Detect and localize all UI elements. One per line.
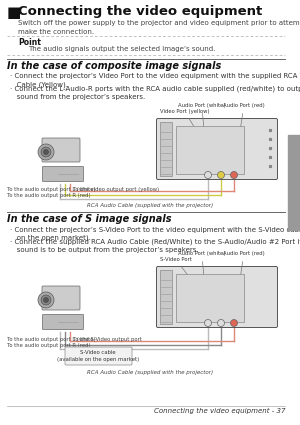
FancyBboxPatch shape	[42, 286, 80, 310]
Text: The audio signals output the selected image’s sound.: The audio signals output the selected im…	[28, 46, 215, 52]
Text: RCA Audio Cable (supplied with the projector): RCA Audio Cable (supplied with the proje…	[87, 203, 213, 208]
Text: In the case of S image signals: In the case of S image signals	[7, 214, 172, 224]
Text: RCA Audio Cable (supplied with the projector): RCA Audio Cable (supplied with the proje…	[87, 370, 213, 375]
Circle shape	[205, 172, 212, 178]
Text: To the audio output port R (red): To the audio output port R (red)	[7, 193, 91, 198]
Text: · Connect the L-Audio-R ports with the RCA audio cable supplied (red/white) to o: · Connect the L-Audio-R ports with the R…	[10, 85, 300, 99]
Text: Point: Point	[18, 38, 41, 47]
Text: Connecting the video equipment: Connecting the video equipment	[18, 5, 262, 18]
Circle shape	[218, 172, 224, 178]
Text: Video Port (yellow): Video Port (yellow)	[160, 109, 220, 169]
Text: Audio Port (white): Audio Port (white)	[178, 251, 226, 316]
FancyBboxPatch shape	[65, 347, 132, 365]
Bar	[288, 135, 300, 230]
Circle shape	[44, 298, 49, 303]
Text: Connecting the video equipment - 37: Connecting the video equipment - 37	[154, 408, 285, 414]
FancyBboxPatch shape	[43, 314, 83, 329]
Circle shape	[38, 292, 54, 308]
FancyBboxPatch shape	[43, 167, 83, 181]
Text: S-Video Port: S-Video Port	[160, 257, 219, 317]
Text: To the video output port (yellow): To the video output port (yellow)	[73, 187, 159, 192]
Circle shape	[38, 144, 54, 160]
Text: S-Video cable
(available on the open market): S-Video cable (available on the open mar…	[57, 350, 139, 362]
Text: Audio Port (red): Audio Port (red)	[223, 103, 265, 168]
Text: To the audio output port L (white): To the audio output port L (white)	[7, 187, 96, 192]
Circle shape	[44, 150, 49, 155]
Text: To the audio output port R (red): To the audio output port R (red)	[7, 343, 91, 348]
Text: · Connect the supplied RCA Audio Cable (Red/White) to the S-Audio/Audio #2 Port : · Connect the supplied RCA Audio Cable (…	[10, 238, 300, 252]
Text: Audio Port (red): Audio Port (red)	[223, 251, 265, 316]
Bar	[160, 122, 172, 176]
FancyBboxPatch shape	[157, 119, 278, 179]
Text: To the S-Video output port: To the S-Video output port	[73, 337, 142, 342]
Bar	[176, 126, 244, 174]
Circle shape	[41, 147, 51, 157]
Text: To the audio output port L (white): To the audio output port L (white)	[7, 337, 96, 342]
Text: Audio Port (white): Audio Port (white)	[178, 103, 226, 168]
FancyBboxPatch shape	[157, 266, 278, 328]
Circle shape	[205, 320, 212, 326]
Circle shape	[218, 320, 224, 326]
Text: · Connect the projector’s S-Video Port to the video equipment with the S-Video c: · Connect the projector’s S-Video Port t…	[10, 226, 300, 241]
Text: ■: ■	[7, 5, 21, 20]
Bar	[176, 274, 244, 322]
Text: Switch off the power supply to the projector and video equipment prior to attemp: Switch off the power supply to the proje…	[18, 20, 300, 34]
FancyBboxPatch shape	[42, 138, 80, 162]
Circle shape	[230, 172, 238, 178]
Bar	[160, 270, 172, 324]
Circle shape	[41, 295, 51, 305]
Circle shape	[230, 320, 238, 326]
Text: · Connect the projector’s Video Port to the video equipment with the supplied RC: · Connect the projector’s Video Port to …	[10, 73, 300, 88]
Text: In the case of composite image signals: In the case of composite image signals	[7, 61, 221, 71]
